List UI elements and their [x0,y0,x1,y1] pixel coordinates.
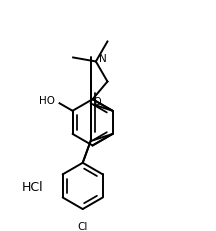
Text: Cl: Cl [78,221,88,231]
Text: HO: HO [39,96,55,106]
Text: O: O [94,96,101,106]
Text: N: N [99,53,106,63]
Text: HCl: HCl [21,181,43,194]
